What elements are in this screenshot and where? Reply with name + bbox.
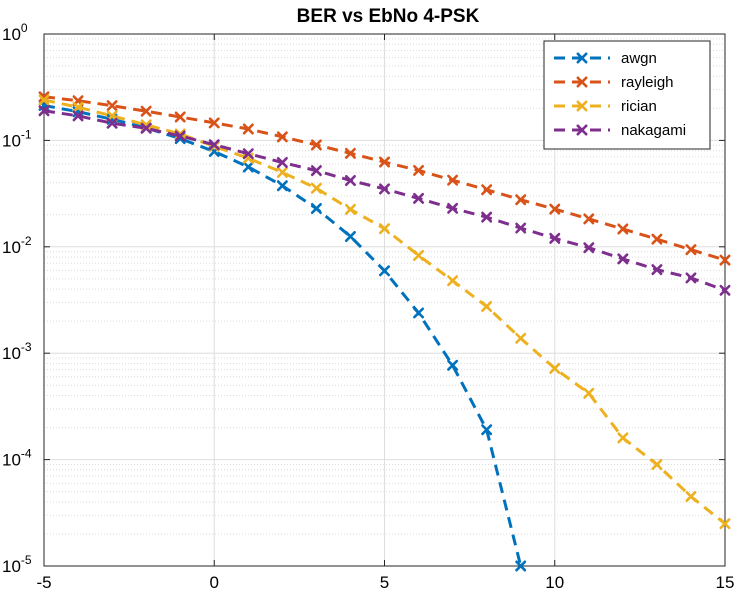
- series-nakagami-marker: [447, 202, 459, 214]
- chart-title: BER vs EbNo 4-PSK: [297, 6, 480, 27]
- x-tick-label: 0: [210, 573, 219, 592]
- series-awgn-marker: [413, 307, 425, 319]
- series-rayleigh-marker: [651, 233, 663, 245]
- y-tick-label: 10-1: [2, 127, 32, 150]
- series-rician-marker: [481, 300, 493, 312]
- series-rayleigh-marker: [413, 164, 425, 176]
- y-tick-label: 10-3: [2, 340, 32, 363]
- series-rayleigh-marker: [549, 203, 561, 215]
- series-nakagami-marker: [379, 183, 390, 195]
- series-nakagami-marker: [413, 192, 425, 204]
- y-tick-label: 100: [2, 21, 28, 44]
- series-rician-marker: [515, 332, 527, 344]
- legend: awgn rayleigh rician nakagami: [543, 40, 711, 150]
- legend-box: [543, 40, 711, 150]
- x-tick-label: -5: [36, 573, 51, 592]
- legend-marker: [576, 100, 588, 112]
- series-rayleigh-marker: [310, 139, 322, 151]
- series-nakagami-marker: [651, 264, 663, 276]
- x-tick-label: 10: [545, 573, 564, 592]
- series-rician-marker: [38, 94, 50, 106]
- series-rayleigh-marker: [276, 131, 288, 143]
- series-nakagami-marker: [106, 117, 118, 129]
- series-rician-marker: [583, 387, 595, 399]
- series-rician-marker: [310, 182, 322, 194]
- legend-entry-nakagami: nakagami: [554, 122, 686, 139]
- series-nakagami-marker: [617, 253, 629, 265]
- series-rician-marker: [379, 223, 390, 235]
- series-rayleigh-marker: [617, 223, 629, 235]
- series-rayleigh-marker: [344, 147, 356, 159]
- series-rician-marker: [72, 101, 84, 113]
- series-rician-marker: [651, 458, 663, 470]
- legend-label: awgn: [621, 50, 657, 67]
- series-rayleigh-marker: [106, 100, 118, 112]
- series-rayleigh-marker: [242, 123, 254, 135]
- y-tick-label: 10-5: [2, 553, 32, 576]
- series-nakagami-marker: [208, 139, 220, 151]
- series-awgn-marker: [481, 424, 493, 436]
- x-tick-label: 5: [380, 573, 389, 592]
- series-nakagami-marker: [242, 148, 254, 160]
- series-rayleigh-marker: [208, 117, 220, 129]
- series-rician-marker: [549, 362, 561, 374]
- x-tick-label: 15: [716, 573, 735, 592]
- series-nakagami-marker: [685, 272, 697, 284]
- axes: [43, 33, 726, 567]
- series-rayleigh-marker: [481, 184, 493, 196]
- series-rayleigh-marker: [379, 156, 390, 168]
- series-rician: [38, 94, 731, 530]
- legend-label: nakagami: [621, 122, 686, 139]
- legend-label: rayleigh: [621, 74, 674, 91]
- legend-entry-awgn: awgn: [554, 50, 657, 67]
- series-rician-marker: [413, 249, 425, 261]
- series-awgn-marker: [310, 203, 322, 215]
- series-nakagami-marker: [310, 165, 322, 177]
- legend-entry-rician: rician: [554, 98, 657, 115]
- legend-marker: [576, 124, 588, 136]
- series-awgn-marker: [447, 359, 459, 371]
- legend-label: rician: [621, 98, 657, 115]
- series-rayleigh-marker: [140, 105, 152, 117]
- series-rician-marker: [447, 275, 459, 287]
- series-nakagami-marker: [344, 174, 356, 186]
- series-nakagami-marker: [72, 110, 84, 122]
- series-nakagami-marker: [549, 232, 561, 244]
- series-nakagami-marker: [583, 242, 595, 254]
- series-layer: [38, 91, 731, 572]
- series-rayleigh-marker: [447, 174, 459, 186]
- series-awgn-marker: [515, 560, 527, 572]
- series-rician-marker: [685, 490, 697, 502]
- series-rayleigh-marker: [583, 213, 595, 225]
- series-nakagami-marker: [38, 105, 50, 117]
- series-rayleigh-marker: [685, 244, 697, 256]
- series-nakagami-marker: [481, 211, 493, 223]
- series-rician-marker: [276, 166, 288, 178]
- y-tick-label: 10-2: [2, 234, 32, 257]
- legend-entry-rayleigh: rayleigh: [554, 74, 674, 91]
- series-rayleigh-marker: [719, 254, 731, 266]
- series-nakagami-marker: [515, 222, 527, 234]
- series-nakagami-marker: [276, 156, 288, 168]
- series-awgn-marker: [344, 230, 356, 242]
- series-awgn-marker: [242, 161, 254, 173]
- series-rician-marker: [344, 203, 356, 215]
- series-rician-marker: [617, 432, 629, 444]
- series-rayleigh: [38, 91, 731, 266]
- series-rayleigh-marker: [515, 194, 527, 206]
- tick-labels: -5 0 5 10 15 10-5 10-4 10-3 10-2 10-1 100: [2, 21, 734, 592]
- series-nakagami-marker: [140, 122, 152, 134]
- series-awgn-marker: [379, 265, 390, 277]
- series-nakagami: [38, 105, 731, 296]
- series-rayleigh-marker: [174, 111, 186, 123]
- y-tick-label: 10-4: [2, 447, 32, 470]
- legend-marker: [576, 52, 588, 64]
- series-nakagami-marker: [719, 284, 731, 296]
- legend-marker: [576, 76, 588, 88]
- series-rician-marker: [719, 518, 731, 530]
- series-awgn-marker: [276, 180, 288, 192]
- series-nakagami-marker: [174, 130, 186, 142]
